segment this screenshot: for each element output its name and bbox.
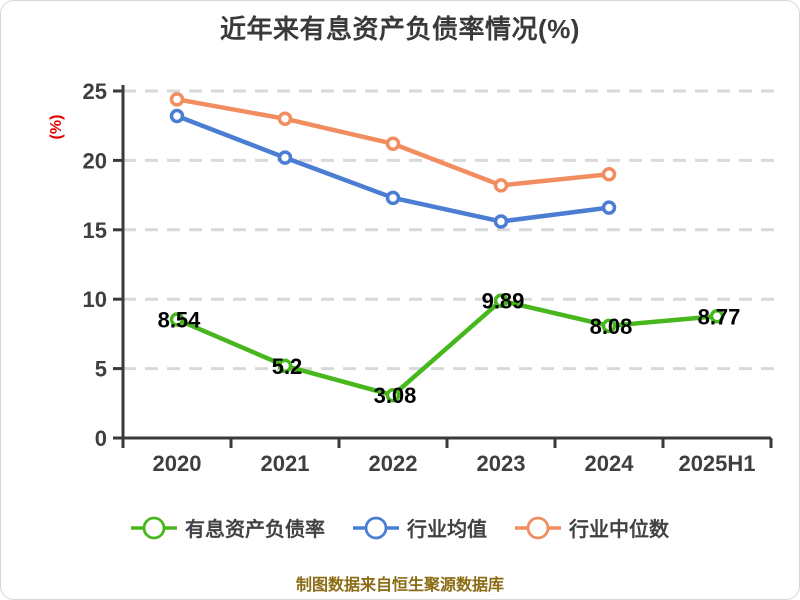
series-industry-median <box>169 92 617 193</box>
data-point-interest-bearing-debt-ratio <box>493 293 509 308</box>
data-label-interest-bearing-debt-ratio: 8.08 <box>590 314 633 339</box>
data-label-interest-bearing-debt-ratio: 9.89 <box>482 289 525 314</box>
x-tick-label: 2024 <box>585 451 635 476</box>
legend-marker-icon <box>353 516 399 539</box>
y-axis-title: (%) <box>48 115 65 140</box>
data-source-note: 制图数据来自恒生聚源数据库 <box>295 577 504 594</box>
legend-label: 行业中位数 <box>569 519 669 541</box>
data-point-industry-average <box>493 214 509 229</box>
data-point-interest-bearing-debt-ratio <box>385 387 401 403</box>
x-tick-label: 2020 <box>153 451 202 476</box>
y-tick-label: 20 <box>83 148 107 173</box>
axes: 0 5 10 15 20 25 2020 2021 2022 2023 2024 2025H1 <box>83 79 773 476</box>
chart-title: 近年来有息资产负债率情况(%) <box>220 14 580 44</box>
data-label-interest-bearing-debt-ratio: 8.77 <box>698 304 741 329</box>
y-tick-label: 10 <box>83 287 107 312</box>
y-tick-label: 15 <box>83 218 107 243</box>
chart-legend: 有息资产负债率 行业均值 行业中位数 <box>1 513 799 542</box>
y-tick-label: 5 <box>95 357 107 382</box>
data-point-industry-median <box>493 178 509 193</box>
data-point-industry-average <box>277 150 293 165</box>
x-tick-label: 2021 <box>261 451 310 476</box>
data-point-industry-median <box>169 92 185 107</box>
line-chart: 0 5 10 15 20 25 2020 2021 2022 2023 2024 2025H1 (%) 8… <box>48 79 774 476</box>
legend-marker-icon <box>515 516 561 539</box>
legend-item-industry-median: 行业中位数 <box>515 513 669 542</box>
x-tick-label: 2023 <box>477 451 526 476</box>
legend-item-interest-bearing-debt-ratio: 有息资产负债率 <box>131 513 325 542</box>
data-point-interest-bearing-debt-ratio <box>169 312 185 327</box>
data-point-industry-median <box>277 111 293 127</box>
data-label-interest-bearing-debt-ratio: 8.54 <box>158 307 202 332</box>
series-line-interest-bearing-debt-ratio <box>174 298 720 398</box>
x-tick-label: 2025H1 <box>678 451 755 476</box>
data-point-interest-bearing-debt-ratio <box>709 309 725 324</box>
legend-item-industry-average: 行业均值 <box>353 513 487 542</box>
y-tick-label: 25 <box>83 79 107 104</box>
data-point-industry-median <box>601 167 617 182</box>
data-point-industry-median <box>385 136 401 151</box>
legend-label: 有息资产负债率 <box>185 519 325 541</box>
x-tick-label: 2022 <box>369 451 418 476</box>
data-point-interest-bearing-debt-ratio <box>277 358 293 374</box>
data-point-industry-average <box>385 190 401 206</box>
data-label-interest-bearing-debt-ratio: 5.2 <box>272 354 303 379</box>
data-label-interest-bearing-debt-ratio: 3.08 <box>374 383 417 408</box>
series-industry-average <box>169 108 617 229</box>
series-line-industry-average <box>174 113 612 224</box>
data-point-industry-average <box>601 200 617 215</box>
data-point-industry-average <box>169 108 185 124</box>
series-interest-bearing-debt-ratio: 8.54 5.2 3.08 9.89 8.08 8.77 <box>158 289 741 409</box>
legend-label: 行业均值 <box>407 519 487 541</box>
y-tick-label: 0 <box>95 426 107 451</box>
legend-marker-icon <box>131 516 177 539</box>
data-point-interest-bearing-debt-ratio <box>601 318 617 334</box>
